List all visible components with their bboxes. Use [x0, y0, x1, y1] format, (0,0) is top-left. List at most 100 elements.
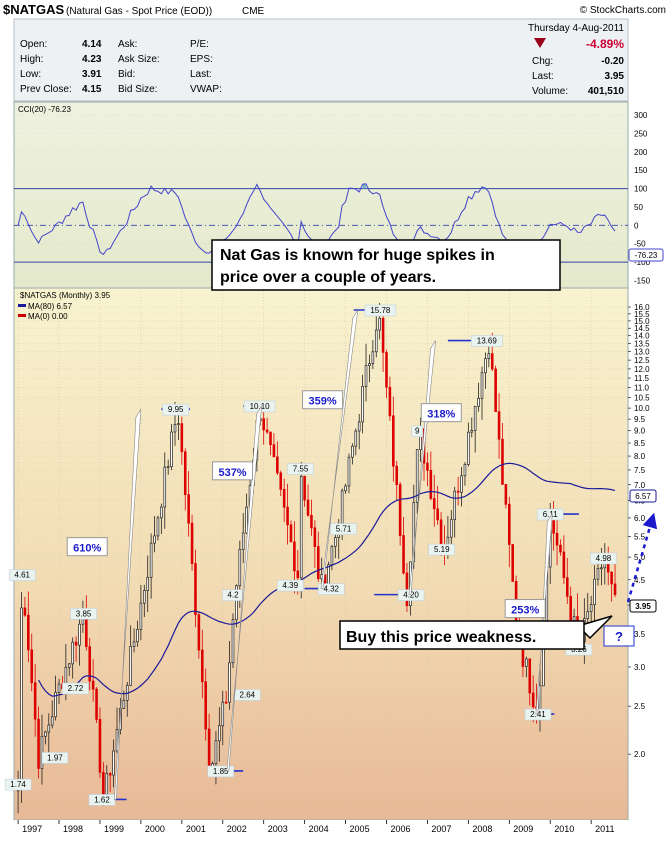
candle-body [239, 549, 241, 585]
candle-body [560, 545, 562, 552]
exchange: CME [242, 6, 265, 17]
x-tick-label: 2007 [431, 824, 451, 834]
price-tick-label: 7.0 [634, 481, 646, 490]
ma0-legend: MA(0) 0.00 [28, 312, 68, 321]
candle-body [266, 430, 268, 432]
candle-body [392, 416, 394, 466]
candle-body [440, 520, 442, 548]
candle-body [232, 620, 234, 663]
price-tick-label: 12.0 [634, 365, 650, 374]
ma0-swatch [18, 314, 26, 317]
candle-body [109, 774, 111, 776]
x-tick-label: 1998 [63, 824, 83, 834]
prev-close-label: Prev Close: [20, 84, 72, 95]
price-label: 4.39 [283, 581, 299, 590]
candle-body [34, 683, 36, 719]
rally-percent: 318% [427, 409, 455, 421]
candle-body [133, 642, 135, 646]
x-tick-label: 2003 [268, 824, 288, 834]
candle-body [137, 629, 139, 641]
price-label: 1.62 [94, 795, 110, 804]
candle-body [355, 431, 357, 446]
candle-body [75, 642, 77, 645]
candle-body [566, 578, 568, 597]
bid-size-label: Bid Size: [118, 84, 157, 95]
candle-body [300, 476, 302, 578]
candle-body [140, 603, 142, 629]
price-tick-label: 16.0 [634, 303, 650, 312]
ma80-swatch [18, 304, 26, 307]
candle-body [79, 624, 81, 645]
cci-tick-label: -50 [634, 240, 646, 249]
x-tick-label: 2000 [145, 824, 165, 834]
candle-body [563, 552, 565, 578]
candle-body [437, 509, 439, 520]
price-tick-label: 2.5 [634, 702, 646, 711]
price-panel: 2.02.53.03.54.04.55.05.56.06.57.07.58.08… [5, 288, 650, 820]
candle-body [304, 476, 306, 500]
candle-body [368, 364, 370, 366]
cci-tick-label: 0 [634, 221, 639, 230]
candle-body [365, 366, 367, 387]
prev-close-value: 4.15 [82, 84, 102, 95]
candle-body [195, 564, 197, 615]
candle-body [242, 533, 244, 549]
candle-body [181, 424, 183, 452]
candle-body [594, 579, 596, 604]
price-tick-label: 13.5 [634, 340, 650, 349]
price-tick-label: 8.0 [634, 452, 646, 461]
candle-body [611, 572, 613, 584]
candle-body [505, 484, 507, 504]
price-tick-label: 9.0 [634, 427, 646, 436]
candle-body [433, 499, 435, 509]
candle-body [51, 717, 53, 725]
x-tick-label: 2004 [309, 824, 329, 834]
candle-body [130, 646, 132, 685]
candle-body [205, 682, 207, 729]
candle-body [317, 547, 319, 579]
candle-body [491, 354, 493, 369]
candle-body [498, 412, 500, 440]
rally-percent: 537% [218, 467, 246, 479]
candle-body [481, 373, 483, 399]
cci-tick-label: 200 [634, 148, 648, 157]
stat-last-label: Last: [532, 71, 554, 82]
candle-body [191, 523, 193, 563]
price-tick-label: 6.0 [634, 514, 646, 523]
candle-body [215, 741, 217, 764]
candle-body [314, 528, 316, 547]
rally-percent: 253% [511, 605, 539, 617]
x-tick-label: 2011 [595, 824, 614, 834]
candle-body [222, 702, 224, 726]
candle-body [68, 664, 70, 667]
candle-body [488, 354, 490, 359]
x-tick-label: 2010 [554, 824, 574, 834]
candle-body [229, 663, 231, 702]
candle-body [467, 432, 469, 464]
cci-tick-label: 250 [634, 129, 648, 138]
last-label: Last: [190, 69, 212, 80]
candle-body [143, 591, 145, 603]
price-label: 5.19 [434, 545, 450, 554]
stat-last-value: 3.95 [605, 71, 625, 82]
candle-body [171, 432, 173, 467]
cci-tick-label: 50 [634, 203, 643, 212]
open-value: 4.14 [82, 39, 102, 50]
candle-body [113, 751, 115, 775]
candle-body [72, 642, 74, 664]
x-tick-label: 1999 [104, 824, 124, 834]
candle-body [276, 457, 278, 473]
candle-body [188, 495, 190, 524]
candle-body [96, 689, 98, 719]
cci-legend: CCI(20) -76.23 [18, 105, 71, 114]
x-tick-label: 2002 [227, 824, 247, 834]
high-label: High: [20, 54, 43, 65]
symbol: $NATGAS [3, 2, 64, 17]
price-tick-label: 3.5 [634, 630, 646, 639]
candle-body [150, 543, 152, 577]
question-box: ? [604, 626, 634, 646]
cci-tick-label: 100 [634, 185, 648, 194]
x-tick-label: 2001 [186, 824, 206, 834]
candle-body [184, 452, 186, 495]
callout-top: Nat Gas is known for huge spikes in pric… [212, 240, 560, 290]
